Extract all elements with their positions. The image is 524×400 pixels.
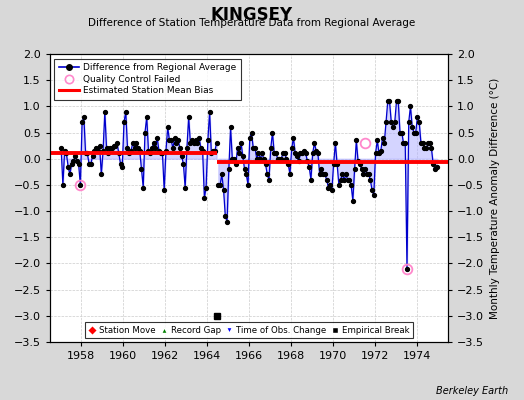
Legend: Station Move, Record Gap, Time of Obs. Change, Empirical Break: Station Move, Record Gap, Time of Obs. C… — [85, 322, 413, 338]
Text: Difference of Station Temperature Data from Regional Average: Difference of Station Temperature Data f… — [88, 18, 415, 28]
Y-axis label: Monthly Temperature Anomaly Difference (°C): Monthly Temperature Anomaly Difference (… — [490, 77, 500, 319]
Text: KINGSEY: KINGSEY — [211, 6, 292, 24]
Text: Berkeley Earth: Berkeley Earth — [436, 386, 508, 396]
